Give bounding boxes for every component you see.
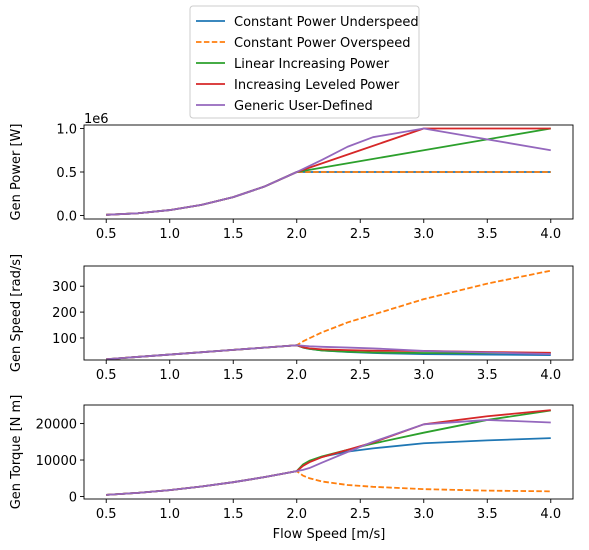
speed-panel: Gen Speed [rad/s] 0.5 1.0 1.5 2.0 2.5 3.0 3.5 4… xyxy=(9,254,574,383)
torque-ytick-label: 20000 xyxy=(36,418,77,433)
speed-xtick-label: 3.5 xyxy=(477,368,498,383)
power-ytick-label: 1.0 xyxy=(56,122,77,137)
torque-xtick-label: 4.0 xyxy=(540,507,561,522)
legend-entry: Constant Power Overspeed xyxy=(196,36,411,51)
speed-line-generic-user-defined xyxy=(106,344,551,360)
power-xtick-label: 3.5 xyxy=(477,227,498,242)
power-xtick-label: 2.5 xyxy=(350,227,371,242)
legend-entry: Generic User-Defined xyxy=(196,99,373,114)
power-xtick-label: 1.0 xyxy=(159,227,180,242)
torque-xtick-label: 2.5 xyxy=(350,507,371,522)
torque-series-lines xyxy=(106,409,551,496)
torque-xtick-label: 3.0 xyxy=(413,507,434,522)
legend-label: Constant Power Overspeed xyxy=(234,36,411,51)
torque-axes-frame xyxy=(83,404,574,500)
torque-ylabel: Gen Torque [N m] xyxy=(9,395,24,510)
speed-xtick-label: 2.0 xyxy=(286,368,307,383)
legend-label: Constant Power Underspeed xyxy=(234,15,419,30)
power-xtick-label: 0.5 xyxy=(96,227,117,242)
speed-xtick-label: 2.5 xyxy=(350,368,371,383)
torque-xtick-label: 1.5 xyxy=(223,507,244,522)
speed-axes-frame xyxy=(83,265,574,361)
speed-ylabel: Gen Speed [rad/s] xyxy=(9,254,24,372)
torque-xtick-label: 1.0 xyxy=(159,507,180,522)
power-xtick-label: 1.5 xyxy=(223,227,244,242)
power-ytick-label: 0.0 xyxy=(56,210,77,225)
legend-label: Generic User-Defined xyxy=(234,99,373,114)
power-ylabel: Gen Power [W] xyxy=(9,124,24,221)
torque-ytick-label: 0 xyxy=(69,490,77,505)
speed-xtick-label: 1.5 xyxy=(223,368,244,383)
legend: Constant Power Underspeed Constant Power… xyxy=(189,5,420,119)
speed-xtick-label: 1.0 xyxy=(159,368,180,383)
torque-ytick-label: 10000 xyxy=(36,454,77,469)
speed-ytick-label: 200 xyxy=(52,306,77,321)
speed-xtick-label: 4.0 xyxy=(540,368,561,383)
legend-entry: Constant Power Underspeed xyxy=(196,15,419,30)
speed-xtick-label: 3.0 xyxy=(413,368,434,383)
torque-panel: Gen Torque [N m] Flow Speed [m/s] 0.5 1.0… xyxy=(9,395,574,542)
speed-xtick-label: 0.5 xyxy=(96,368,117,383)
legend-box xyxy=(189,5,420,119)
torque-xtick-label: 3.5 xyxy=(477,507,498,522)
torque-xtick-label: 2.0 xyxy=(286,507,307,522)
power-xtick-label: 3.0 xyxy=(413,227,434,242)
legend-label: Increasing Leveled Power xyxy=(234,78,400,93)
power-offset-text: 1e6 xyxy=(84,112,109,127)
power-xtick-label: 2.0 xyxy=(286,227,307,242)
speed-ytick-label: 300 xyxy=(52,280,77,295)
power-panel: 1e6 Gen Power [W] 0.5 1.0 1.5 2.0 2.5 3.0 3.5 4… xyxy=(9,112,574,242)
torque-line-generic-user-defined xyxy=(106,419,551,496)
speed-series-lines xyxy=(106,269,551,360)
legend-entry: Linear Increasing Power xyxy=(196,57,390,72)
power-ytick-label: 0.5 xyxy=(56,166,77,181)
torque-xtick-label: 0.5 xyxy=(96,507,117,522)
torque-xlabel: Flow Speed [m/s] xyxy=(273,527,386,542)
legend-label: Linear Increasing Power xyxy=(234,57,390,72)
power-line-generic-user-defined xyxy=(106,127,551,216)
power-xtick-label: 4.0 xyxy=(540,227,561,242)
speed-ytick-label: 100 xyxy=(52,332,77,347)
legend-entry: Increasing Leveled Power xyxy=(196,78,400,93)
power-series-lines xyxy=(106,127,551,216)
